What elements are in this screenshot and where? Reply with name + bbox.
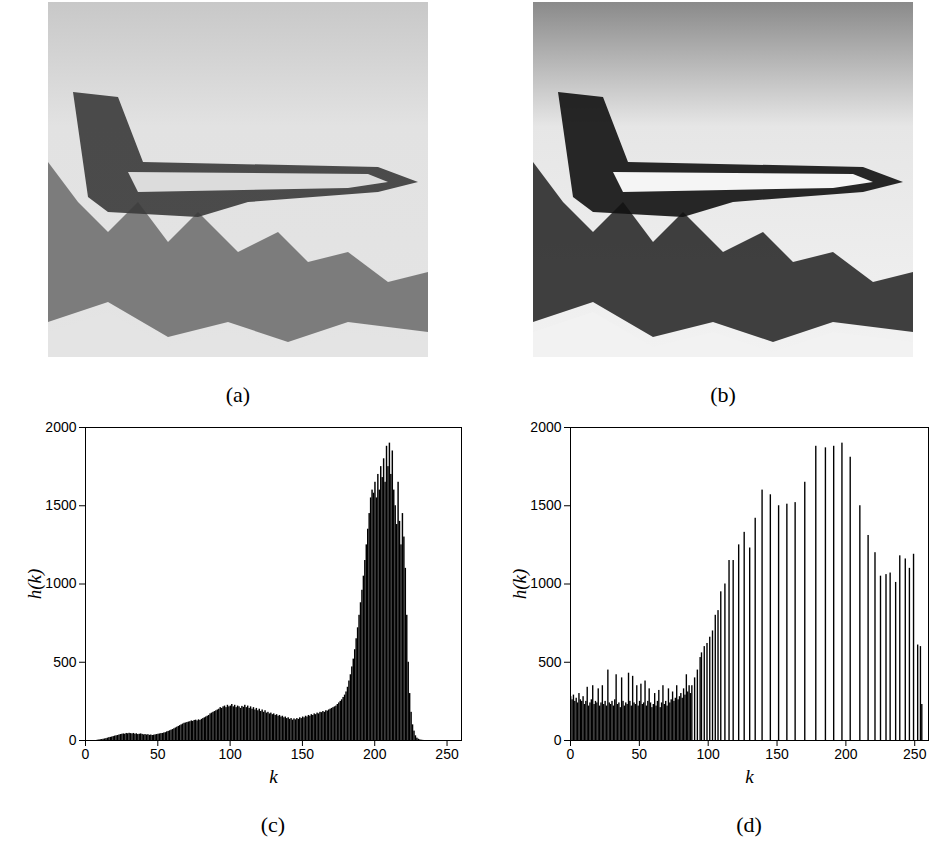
svg-text:2000: 2000 bbox=[530, 419, 561, 435]
svg-text:0: 0 bbox=[567, 746, 575, 762]
html-text:(a): (a) bbox=[225, 382, 251, 407]
svg-text:500: 500 bbox=[538, 654, 562, 670]
svg-text:500: 500 bbox=[53, 654, 77, 670]
html-text:(b): (b) bbox=[710, 382, 736, 407]
svg-text:200: 200 bbox=[834, 746, 858, 762]
svg-text:50: 50 bbox=[632, 746, 648, 762]
svg-text:1500: 1500 bbox=[530, 497, 561, 513]
svg-text:k: k bbox=[745, 766, 754, 787]
svg-text:2000: 2000 bbox=[45, 419, 76, 435]
svg-text:1000: 1000 bbox=[530, 575, 561, 591]
svg-text:250: 250 bbox=[903, 746, 927, 762]
html-text:(d): (d) bbox=[736, 812, 762, 837]
svg-text:k: k bbox=[269, 766, 278, 787]
svg-text:150: 150 bbox=[291, 746, 315, 762]
svg-text:100: 100 bbox=[218, 746, 242, 762]
svg-text:1500: 1500 bbox=[45, 497, 76, 513]
svg-text:h(k): h(k) bbox=[24, 569, 46, 600]
html-text:(c): (c) bbox=[260, 812, 286, 837]
svg-text:0: 0 bbox=[82, 746, 90, 762]
svg-text:200: 200 bbox=[363, 746, 387, 762]
svg-text:100: 100 bbox=[697, 746, 721, 762]
svg-text:1000: 1000 bbox=[45, 575, 76, 591]
svg-text:150: 150 bbox=[765, 746, 789, 762]
svg-text:h(k): h(k) bbox=[509, 569, 531, 600]
svg-text:0: 0 bbox=[69, 732, 77, 748]
svg-text:50: 50 bbox=[150, 746, 166, 762]
svg-text:0: 0 bbox=[554, 732, 562, 748]
svg-text:250: 250 bbox=[435, 746, 459, 762]
